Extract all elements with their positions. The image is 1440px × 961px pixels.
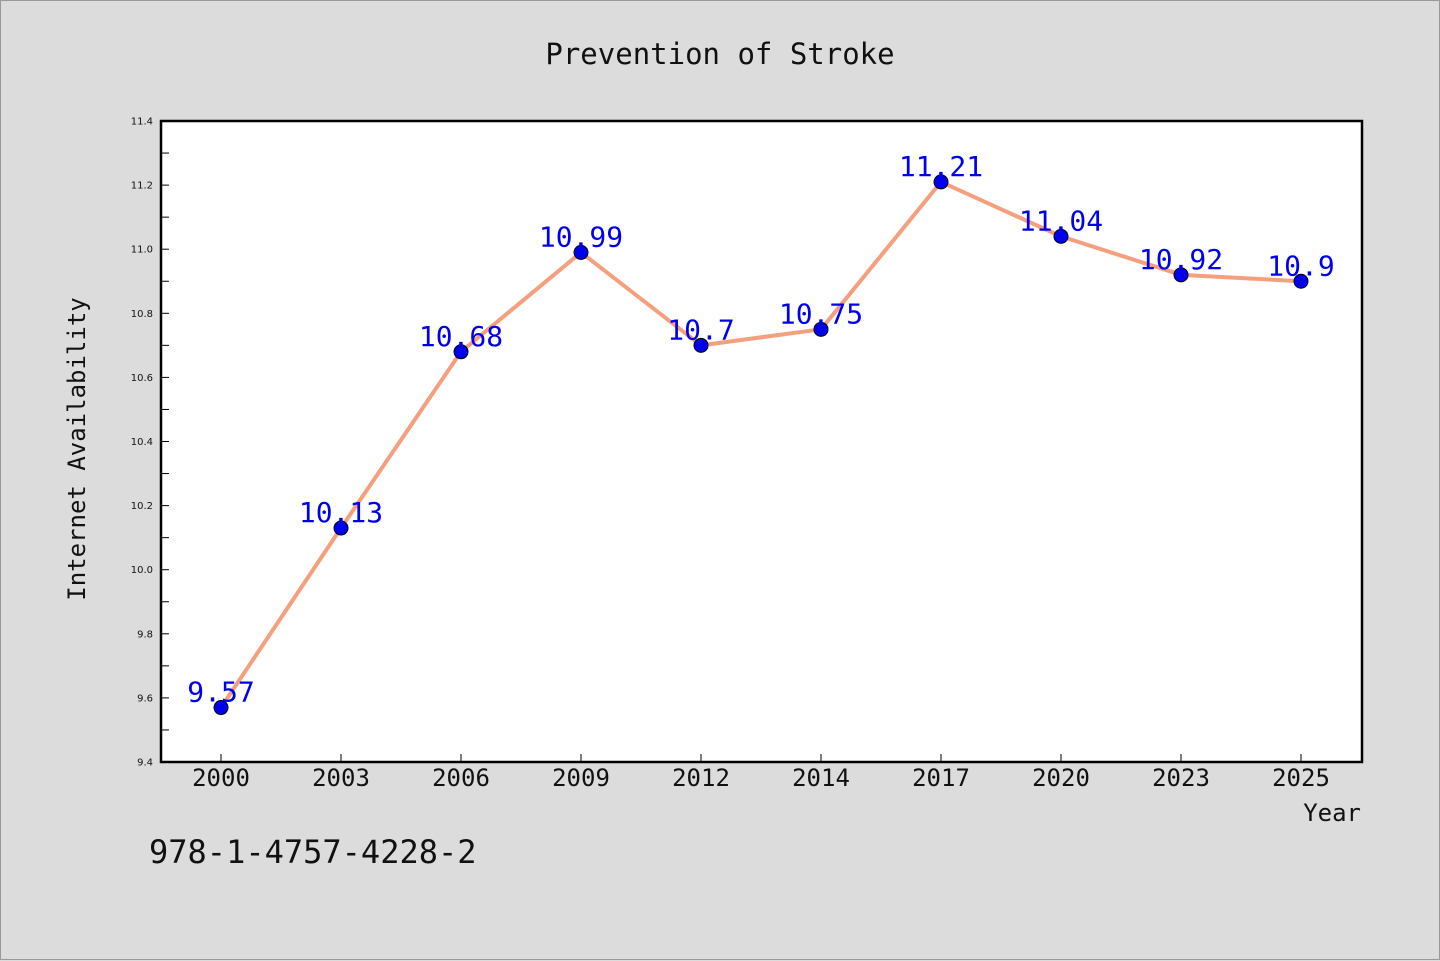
data-label: 10.68 bbox=[419, 320, 503, 353]
data-point bbox=[333, 520, 349, 536]
x-tick-label: 2025 bbox=[1272, 764, 1330, 792]
y-tick-label: 10.8 bbox=[131, 309, 153, 320]
isbn-text: 978-1-4757-4228-2 bbox=[149, 833, 477, 871]
y-tick-label: 10.6 bbox=[131, 373, 153, 384]
x-axis-label: Year bbox=[1303, 799, 1361, 827]
data-point bbox=[1293, 273, 1309, 289]
y-axis-label: Internet Availability bbox=[63, 297, 91, 600]
series-line bbox=[219, 179, 1303, 710]
data-label: 10.75 bbox=[779, 297, 863, 330]
x-tick-label: 2017 bbox=[912, 764, 970, 792]
x-axis-ticks: 2000 2003 2006 2009 2012 2014 2017 2020 2023 2025 bbox=[192, 754, 1330, 792]
y-axis-ticks: 9.4 9.6 9.8 10.0 10.2 10.4 10.6 10.8 11.0 11.2 11.… bbox=[131, 117, 169, 769]
x-tick-label: 2012 bbox=[672, 764, 730, 792]
data-point bbox=[453, 344, 469, 360]
data-point bbox=[1053, 228, 1069, 244]
data-point bbox=[573, 244, 589, 260]
chart-title: Prevention of Stroke bbox=[545, 37, 894, 71]
x-tick-label: 2020 bbox=[1032, 764, 1090, 792]
x-tick-label: 2014 bbox=[792, 764, 850, 792]
data-label: 10.7 bbox=[667, 313, 734, 346]
y-tick-label: 9.8 bbox=[137, 629, 153, 640]
x-tick-label: 2009 bbox=[552, 764, 610, 792]
data-label: 10.13 bbox=[299, 496, 383, 529]
x-tick-label: 2006 bbox=[432, 764, 490, 792]
y-tick-label: 9.4 bbox=[137, 758, 153, 769]
y-tick-label: 11.4 bbox=[131, 117, 153, 128]
x-tick-label: 2000 bbox=[192, 764, 250, 792]
x-tick-label: 2023 bbox=[1152, 764, 1210, 792]
data-point bbox=[813, 321, 829, 337]
y-tick-label: 10.0 bbox=[131, 565, 153, 576]
data-point bbox=[693, 337, 709, 353]
y-tick-label: 9.6 bbox=[137, 693, 153, 704]
data-point bbox=[213, 700, 229, 716]
data-markers bbox=[213, 174, 1309, 716]
data-label: 11.21 bbox=[899, 150, 983, 183]
data-label: 10.92 bbox=[1139, 243, 1223, 276]
y-tick-label: 10.4 bbox=[131, 437, 153, 448]
y-tick-label: 11.0 bbox=[131, 245, 153, 256]
plot-area bbox=[159, 119, 1364, 764]
data-label: 10.99 bbox=[539, 220, 623, 253]
series-line-group bbox=[219, 179, 1303, 710]
data-labels: 9.57 10.13 10.68 10.99 10.7 10.75 11.21 11.04 10… bbox=[187, 150, 1334, 709]
data-point bbox=[933, 174, 949, 190]
x-tick-label: 2003 bbox=[312, 764, 370, 792]
data-point bbox=[1173, 267, 1189, 283]
data-label: 9.57 bbox=[187, 676, 254, 709]
y-tick-label: 11.2 bbox=[131, 181, 153, 192]
y-tick-label: 10.2 bbox=[131, 501, 153, 512]
data-label: 11.04 bbox=[1019, 204, 1103, 237]
data-label: 10.9 bbox=[1267, 249, 1334, 282]
